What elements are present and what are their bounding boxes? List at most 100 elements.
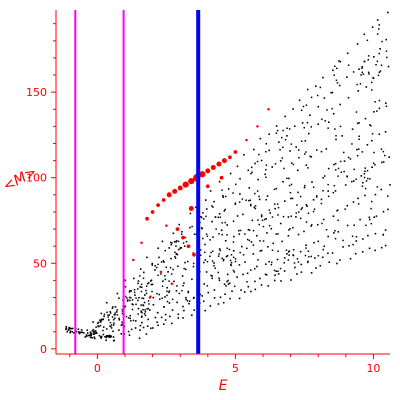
data-point xyxy=(99,321,102,323)
data-point xyxy=(217,303,220,305)
data-point xyxy=(366,39,369,42)
data-point xyxy=(192,262,195,265)
data-point xyxy=(290,162,293,164)
data-point xyxy=(348,245,350,247)
data-point xyxy=(131,299,134,301)
data-point xyxy=(160,273,162,275)
data-point xyxy=(369,178,371,180)
data-point xyxy=(276,258,279,261)
data-point xyxy=(120,333,123,335)
data-point xyxy=(239,251,241,254)
data-point xyxy=(382,210,385,213)
data-point xyxy=(358,122,360,124)
data-point xyxy=(247,169,250,172)
data-point xyxy=(87,334,90,337)
data-point xyxy=(337,231,340,233)
data-point xyxy=(110,335,112,337)
data-point xyxy=(185,298,187,301)
data-point xyxy=(292,254,294,256)
data-point xyxy=(157,324,159,327)
data-point xyxy=(176,285,178,287)
data-point xyxy=(274,274,276,276)
data-point xyxy=(296,273,298,275)
data-point xyxy=(150,283,153,286)
data-point xyxy=(260,159,263,162)
data-point xyxy=(274,163,277,165)
data-point xyxy=(168,291,170,294)
data-point xyxy=(204,243,206,246)
data-point xyxy=(300,109,303,111)
data-point xyxy=(184,261,186,264)
data-point xyxy=(192,265,195,268)
data-point xyxy=(357,203,360,205)
data-point xyxy=(199,293,202,296)
data-point xyxy=(139,324,142,327)
data-point xyxy=(161,297,163,299)
data-point xyxy=(166,286,168,289)
highlight-point xyxy=(228,155,232,160)
data-point xyxy=(317,240,320,243)
data-point xyxy=(120,324,123,326)
data-point xyxy=(320,150,323,153)
data-point xyxy=(150,327,152,330)
data-point xyxy=(259,250,261,252)
data-point xyxy=(147,318,149,321)
data-point xyxy=(239,193,241,195)
highlight-point xyxy=(177,185,183,191)
data-point xyxy=(307,260,309,263)
data-point xyxy=(366,169,369,172)
data-point xyxy=(273,269,276,272)
data-point xyxy=(221,222,223,224)
data-point xyxy=(121,312,124,315)
data-point xyxy=(281,157,283,159)
data-point xyxy=(238,229,240,232)
data-point xyxy=(279,267,282,270)
data-point xyxy=(148,303,150,305)
data-point xyxy=(154,269,156,271)
data-point xyxy=(184,236,187,239)
data-point xyxy=(205,215,207,218)
data-point xyxy=(181,289,183,292)
data-point xyxy=(162,260,165,262)
data-point xyxy=(161,285,164,287)
data-point xyxy=(156,321,158,323)
data-point xyxy=(254,205,257,207)
data-point xyxy=(96,322,99,325)
data-point xyxy=(334,128,336,130)
data-point xyxy=(135,303,137,306)
data-point xyxy=(371,166,373,168)
data-point xyxy=(173,241,176,243)
data-point xyxy=(352,180,355,182)
data-point xyxy=(259,277,261,280)
data-point xyxy=(85,335,88,337)
data-point xyxy=(353,224,355,227)
data-point xyxy=(297,169,299,172)
data-point xyxy=(231,290,233,292)
data-point xyxy=(164,275,166,277)
data-point xyxy=(102,329,104,332)
data-point xyxy=(149,295,152,298)
data-point xyxy=(240,289,242,291)
data-point xyxy=(362,182,364,184)
data-point xyxy=(164,296,166,298)
data-point xyxy=(161,240,164,243)
data-point xyxy=(288,229,290,231)
data-point xyxy=(102,326,105,328)
data-point xyxy=(175,240,178,242)
data-point xyxy=(257,219,259,221)
data-point xyxy=(339,103,341,106)
data-point xyxy=(380,64,383,66)
data-point xyxy=(222,260,225,262)
data-point xyxy=(283,167,285,170)
data-point xyxy=(311,181,313,183)
data-point xyxy=(351,180,353,183)
data-point xyxy=(297,191,299,194)
data-point xyxy=(130,328,133,331)
data-point xyxy=(307,212,310,214)
data-point xyxy=(94,330,96,332)
data-point xyxy=(374,164,376,166)
data-point xyxy=(73,331,75,334)
data-point xyxy=(181,275,184,277)
data-point xyxy=(323,97,326,99)
data-point xyxy=(361,151,364,153)
